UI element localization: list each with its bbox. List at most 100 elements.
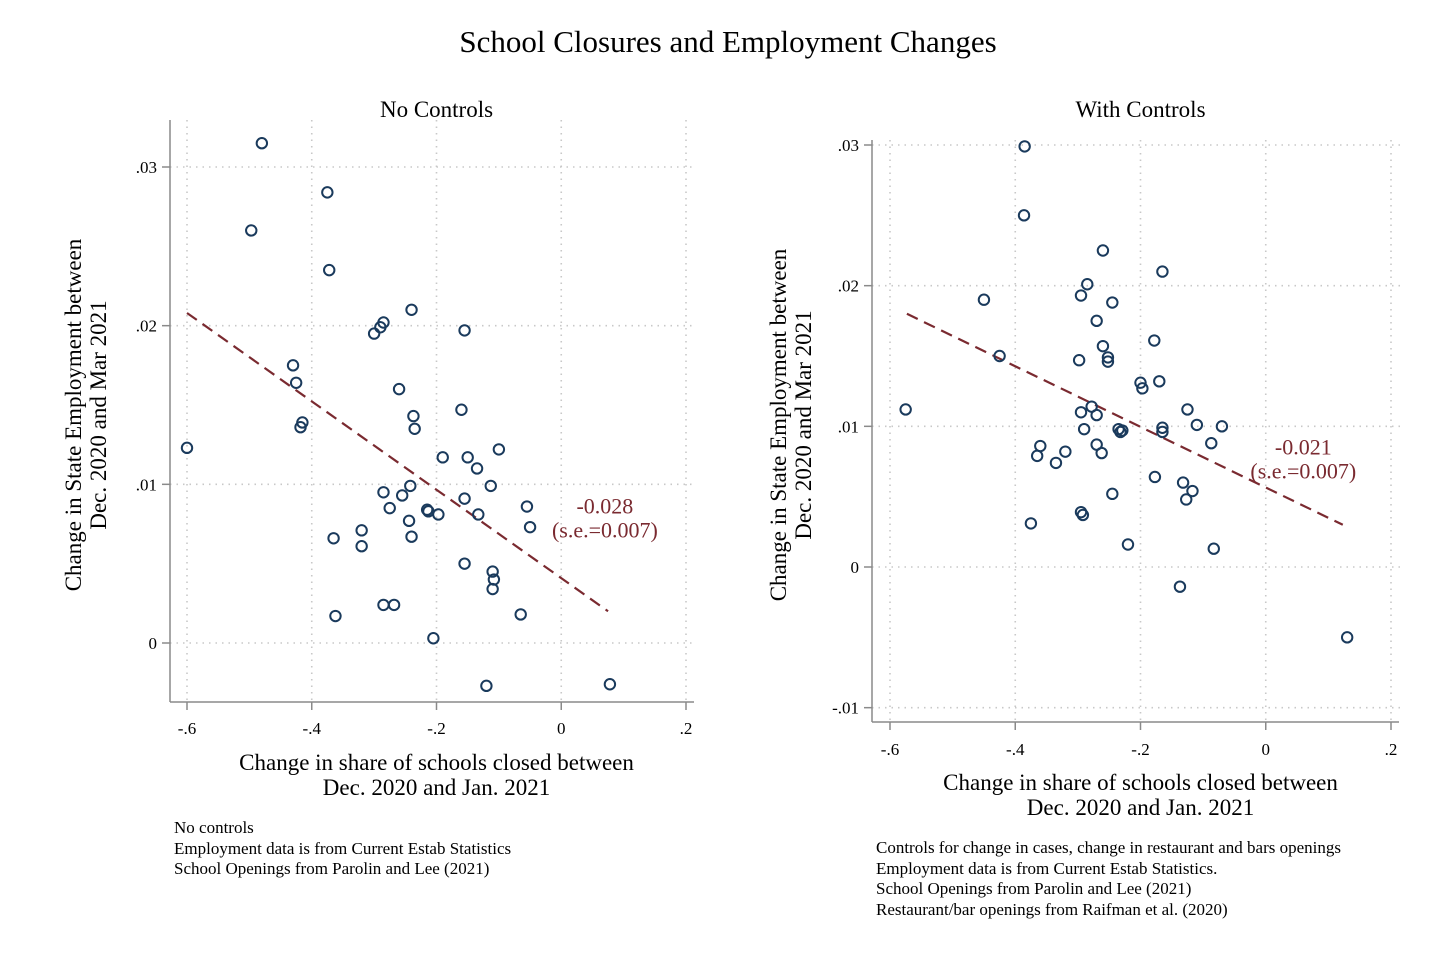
panel-title: With Controls bbox=[1075, 97, 1205, 122]
data-point bbox=[329, 609, 342, 623]
y-axis-title: Dec. 2020 and Mar 2021 bbox=[791, 310, 816, 539]
data-point bbox=[514, 608, 527, 621]
data-point bbox=[1215, 420, 1229, 433]
data-point bbox=[461, 451, 474, 464]
x-tick-label: .2 bbox=[1385, 740, 1398, 759]
fit-line bbox=[906, 312, 1344, 526]
x-tick-label: 0 bbox=[1262, 740, 1271, 759]
data-point bbox=[377, 486, 390, 499]
data-point bbox=[1095, 446, 1108, 460]
data-point bbox=[1059, 445, 1072, 458]
data-point bbox=[470, 462, 484, 475]
y-tick-label: 0 bbox=[149, 634, 158, 653]
data-point bbox=[427, 632, 440, 645]
data-point bbox=[1076, 508, 1090, 522]
data-point bbox=[1173, 580, 1187, 593]
data-point bbox=[286, 359, 300, 372]
data-point bbox=[180, 441, 194, 455]
coefficient-annotation: -0.028 bbox=[576, 494, 633, 519]
data-point bbox=[395, 489, 409, 502]
data-point bbox=[1096, 244, 1110, 257]
data-point bbox=[899, 403, 912, 416]
data-point bbox=[289, 376, 303, 389]
x-tick-label: 0 bbox=[557, 719, 566, 738]
x-tick-label: .2 bbox=[680, 719, 693, 738]
data-point bbox=[492, 443, 506, 456]
x-tick-label: -.2 bbox=[427, 719, 445, 738]
data-point bbox=[486, 565, 499, 578]
data-point bbox=[480, 679, 493, 693]
data-point bbox=[1090, 408, 1103, 422]
data-point bbox=[1156, 265, 1169, 278]
data-point bbox=[1017, 209, 1031, 222]
data-point bbox=[255, 137, 269, 150]
data-point bbox=[993, 349, 1006, 363]
x-axis-title: Dec. 2020 and Jan. 2021 bbox=[1027, 795, 1254, 820]
data-point bbox=[245, 224, 258, 237]
data-point bbox=[1106, 296, 1119, 309]
x-axis-title: Change in share of schools closed betwee… bbox=[239, 750, 634, 775]
data-point bbox=[458, 492, 471, 505]
data-point bbox=[1034, 439, 1047, 453]
data-point bbox=[1081, 278, 1094, 291]
fit-line bbox=[186, 312, 609, 613]
data-point bbox=[1148, 470, 1162, 484]
data-point bbox=[1018, 140, 1031, 153]
note-line: School Openings from Parolin and Lee (20… bbox=[174, 859, 490, 878]
data-point bbox=[405, 530, 418, 543]
data-point bbox=[355, 524, 368, 537]
panel-title: No Controls bbox=[380, 97, 493, 122]
data-point bbox=[436, 451, 449, 464]
data-point bbox=[1136, 382, 1149, 395]
data-point bbox=[603, 678, 617, 691]
note-line: No controls bbox=[174, 818, 254, 837]
data-point bbox=[402, 514, 416, 528]
data-point bbox=[377, 598, 390, 612]
data-point bbox=[520, 500, 534, 513]
figure-title: School Closures and Employment Changes bbox=[459, 24, 997, 59]
x-axis-title: Dec. 2020 and Jan. 2021 bbox=[323, 775, 550, 800]
data-point bbox=[387, 598, 401, 612]
data-point bbox=[1049, 456, 1063, 470]
y-tick-label: -.01 bbox=[832, 699, 859, 718]
data-point bbox=[1101, 355, 1115, 368]
data-point bbox=[1074, 406, 1088, 419]
data-point bbox=[1116, 424, 1129, 437]
y-tick-label: 0 bbox=[851, 558, 860, 577]
y-axis-title: Change in State Employment between bbox=[61, 238, 86, 591]
data-point bbox=[523, 520, 537, 534]
data-point bbox=[1106, 487, 1119, 501]
panel-with-controls: With Controls -.01 0 .01 .02 .03 -.6 -.4 -.2 0 .2 C… bbox=[766, 97, 1401, 820]
data-point bbox=[1101, 351, 1115, 364]
data-point bbox=[407, 409, 420, 423]
data-point bbox=[1176, 476, 1190, 489]
y-tick-label: .03 bbox=[136, 158, 157, 177]
data-point bbox=[408, 422, 421, 435]
x-axis-title: Change in share of schools closed betwee… bbox=[943, 770, 1338, 795]
data-point bbox=[977, 293, 991, 306]
note-line: Employment data is from Current Estab St… bbox=[174, 838, 512, 858]
data-point bbox=[1207, 542, 1220, 555]
panel-left-note: No controls Employment data is from Curr… bbox=[174, 818, 511, 880]
data-point bbox=[405, 303, 418, 316]
data-point bbox=[1077, 422, 1091, 436]
y-axis-title: Change in State Employment between bbox=[766, 248, 791, 601]
data-point bbox=[458, 324, 471, 337]
panel-right-note: Controls for change in cases, change in … bbox=[876, 838, 1341, 920]
data-point bbox=[1156, 421, 1169, 434]
data-point bbox=[1205, 437, 1218, 450]
data-point bbox=[1180, 493, 1193, 506]
coefficient-annotation: -0.021 bbox=[1275, 434, 1332, 459]
data-point bbox=[1153, 375, 1166, 388]
data-point bbox=[1190, 418, 1204, 432]
y-tick-label: .03 bbox=[838, 136, 859, 155]
data-point bbox=[1121, 538, 1135, 551]
note-line: Restaurant/bar openings from Raifman et … bbox=[876, 899, 1228, 919]
x-tick-label: -.2 bbox=[1131, 740, 1149, 759]
x-tick-label: -.6 bbox=[881, 740, 899, 759]
data-point bbox=[458, 557, 471, 570]
x-tick-label: -.4 bbox=[1006, 740, 1025, 759]
data-point bbox=[484, 479, 497, 493]
data-point bbox=[1090, 314, 1103, 328]
